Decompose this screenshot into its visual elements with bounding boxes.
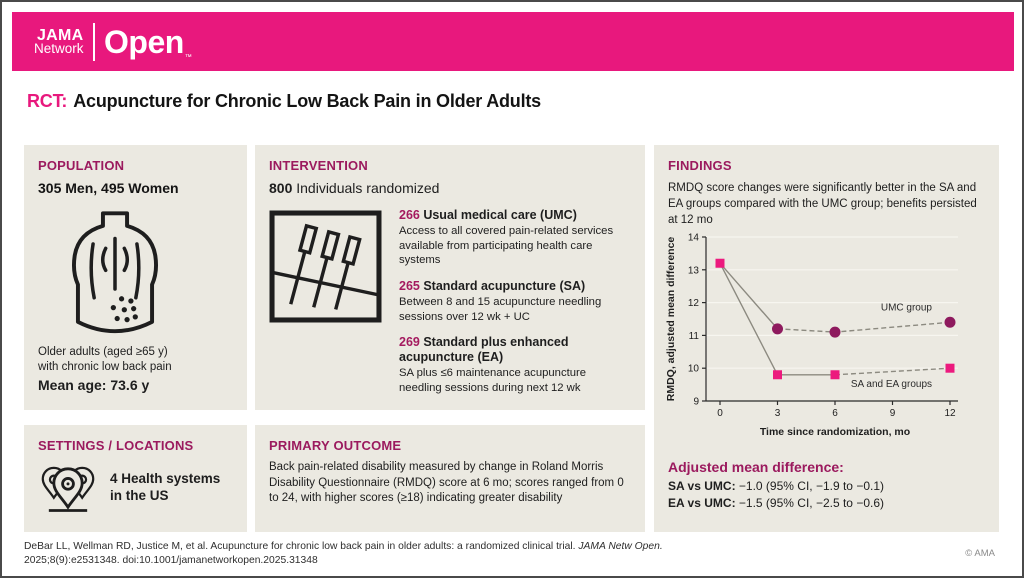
intervention-panel: INTERVENTION 800 Individuals randomized [255, 145, 645, 410]
needle [334, 234, 362, 310]
citation-doi: 2025;8(9):e2531348. doi:10.1001/jamanetw… [24, 554, 318, 566]
logo-divider [92, 22, 96, 61]
settings-panel: SETTINGS / LOCATIONS [24, 425, 247, 532]
arm-umc-n: 266 [399, 208, 420, 222]
findings-heading: FINDINGS [668, 158, 732, 173]
findings-panel: FINDINGS RMDQ score changes were signifi… [654, 145, 999, 532]
svg-text:UMC group: UMC group [881, 302, 933, 313]
primary-outcome-heading: PRIMARY OUTCOME [269, 438, 402, 453]
settings-heading: SETTINGS / LOCATIONS [38, 438, 194, 453]
acupuncture-needles-icon [269, 210, 382, 323]
population-counts: 305 Men, 495 Women [38, 180, 179, 196]
logo-open-text: Open [104, 23, 184, 60]
svg-text:9: 9 [890, 408, 896, 419]
settings-text-line2: in the US [110, 488, 169, 503]
arm-sa: 265 Standard acupuncture (SA) Between 8 … [399, 279, 629, 324]
trademark-symbol: ™ [184, 53, 192, 61]
svg-text:10: 10 [688, 364, 700, 375]
svg-text:6: 6 [832, 408, 838, 419]
arm-ea: 269 Standard plus enhanced acupuncture (… [399, 335, 629, 395]
arm-sa-name: Standard acupuncture (SA) [419, 279, 586, 294]
arm-sa-n: 265 [399, 279, 420, 294]
arm-ea-description: SA plus ≤6 maintenance acupuncture needl… [399, 367, 587, 395]
svg-text:0: 0 [717, 408, 723, 419]
logo-jama-text: JAMA [36, 26, 84, 44]
svg-text:11: 11 [689, 331, 700, 342]
arm-sa-description: Between 8 and 15 acupuncture needling se… [399, 296, 602, 323]
adjusted-mean-difference-heading: Adjusted mean difference: [668, 459, 844, 475]
map-pins-icon [41, 466, 95, 512]
citation: DeBar LL, Wellman RD, Justice M, et al. … [24, 540, 724, 568]
arm-ea-n: 269 [399, 335, 420, 350]
arm-umc: 266 Usual medical care (UMC) Access to a… [399, 208, 629, 268]
study-type-tag: RCT: [27, 91, 68, 111]
svg-text:12: 12 [944, 408, 956, 419]
logo-network-text: Network [34, 40, 84, 56]
svg-text:Time since randomization, mo: Time since randomization, mo [760, 426, 910, 438]
intervention-count: 800 [269, 180, 293, 196]
rmdq-line-chart: 9 10 11 12 13 14 0 3 6 9 12 UMC group SA and EA grou… [662, 229, 992, 452]
citation-text: DeBar LL, Wellman RD, Justice M, et al. … [24, 541, 579, 552]
needle [289, 223, 319, 305]
svg-text:9: 9 [693, 397, 699, 408]
arm-ea-name: Standard plus enhanced acupuncture (EA) [399, 335, 569, 365]
svg-text:RMDQ, adjusted mean difference: RMDQ, adjusted mean difference [665, 237, 677, 402]
intervention-count-label: Individuals randomized [292, 180, 440, 196]
brand-banner: JAMA Network Open™ [12, 12, 1014, 71]
jama-network-open-logo: JAMA Network Open™ [34, 22, 192, 61]
study-title: Acupuncture for Chronic Low Back Pain in… [73, 91, 541, 111]
arm-umc-description: Access to all covered pain-related servi… [399, 225, 614, 267]
intervention-heading: INTERVENTION [269, 158, 368, 173]
settings-text-line1: 4 Health systems [110, 471, 221, 487]
pain-dots [110, 296, 138, 323]
needle [312, 229, 341, 308]
svg-text:14: 14 [688, 233, 700, 244]
svg-text:3: 3 [775, 408, 781, 419]
page-title: RCT: Acupuncture for Chronic Low Back Pai… [27, 91, 541, 112]
copyright-notice: © AMA [965, 548, 995, 559]
svg-text:SA and EA groups: SA and EA groups [851, 379, 932, 390]
arm-umc-name: Usual medical care (UMC) [419, 208, 577, 222]
population-mean-age: Mean age: 73.6 y [38, 376, 150, 393]
population-description-line1: Older adults (aged ≥65 y) [38, 346, 168, 358]
comparison-ea-vs-umc: EA vs UMC: −1.5 (95% CI, −2.5 to −0.6) [668, 496, 885, 511]
population-description-line2: with chronic low back pain [38, 360, 172, 373]
population-panel: POPULATION 305 Men, 495 Women Older adul… [24, 145, 247, 410]
comparison-sa-vs-umc: SA vs UMC: −1.0 (95% CI, −1.9 to −0.1) [668, 479, 885, 493]
svg-text:13: 13 [688, 265, 700, 276]
svg-text:12: 12 [688, 298, 700, 309]
citation-journal: JAMA Netw Open. [578, 541, 663, 552]
findings-summary: RMDQ score changes were significantly be… [668, 182, 977, 227]
primary-outcome-panel: PRIMARY OUTCOME Back pain-related disabi… [255, 425, 645, 532]
person-back-pain-icon [71, 211, 159, 334]
population-heading: POPULATION [38, 158, 125, 173]
primary-outcome-text: Back pain-related disability measured by… [269, 461, 624, 505]
